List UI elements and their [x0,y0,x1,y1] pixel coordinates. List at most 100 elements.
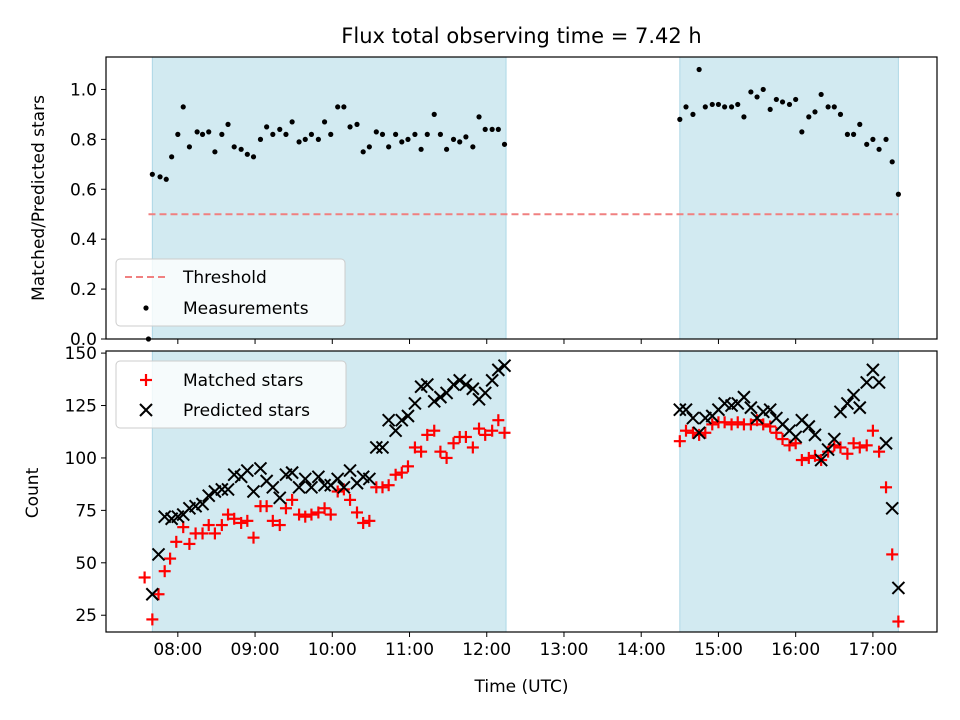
measurement-point [463,134,469,140]
measurement-point [793,96,799,103]
ratio-y-tick-label: 0.0 [70,330,97,350]
matched-star-point [808,449,821,462]
predicted-star-point [151,547,166,562]
measurement-point [360,149,366,155]
matched-star-point [408,441,421,454]
measurement-point [818,91,824,98]
measurement-point [677,116,683,122]
matched-star-point [202,519,215,532]
predicted-star-point [485,373,499,388]
measurement-point [399,139,405,145]
x-tick-label: 11:00 [385,640,434,660]
measurement-point [412,131,418,137]
matched-star-point [299,510,312,523]
matched-star-point [376,481,389,494]
matched-star-point [266,514,279,527]
predicted-star-point [808,428,822,442]
matched-star-point [401,460,414,473]
measurement-point [806,114,812,120]
measurement-point [728,104,735,110]
ratio-y-tick-label: 0.2 [70,280,97,300]
predicted-star-point [891,581,906,595]
predicted-star-point [317,478,332,492]
matched-star-point [312,506,325,519]
matched-star-point [152,588,165,601]
measurement-point [277,126,283,132]
measurement-point [379,131,386,137]
predicted-star-point [285,465,299,480]
measurement-point [457,139,463,145]
predicted-star-point [833,405,848,419]
measurement-point [238,146,244,152]
measurement-point [341,104,347,110]
measurement-point [250,154,257,160]
count-y-tick-label: 75 [75,501,97,521]
matched-star-point [183,537,196,550]
predicted-star-point [253,461,268,476]
predicted-star-point [840,396,855,411]
predicted-star-point [292,480,306,495]
ratio-panel-frame [105,56,938,340]
predicted-star-point [866,363,880,377]
measurement-point [418,146,424,152]
measurement-point [799,129,805,135]
predicted-star-point [369,440,384,455]
matched-star-point [492,414,505,427]
measurement-point [194,129,200,135]
matched-star-point [866,424,879,437]
matched-star-point [718,416,731,429]
matched-star-point [260,500,273,513]
count-legend: Matched stars Predicted stars [115,360,347,429]
measurement-point [264,124,270,130]
matched-star-point [699,426,712,439]
measurement-point [225,121,231,127]
matched-star-point [834,441,847,454]
measurement-point [386,144,392,150]
ratio-y-tick-label: 0.4 [70,230,97,250]
measurement-point [206,129,212,135]
measurement-point [889,159,895,165]
matched-star-point [440,451,453,464]
matched-star-point [486,424,499,437]
predicted-star-point [362,472,377,486]
predicted-star-point [853,400,867,415]
measurement-point [831,104,837,110]
x-tick-label: 14:00 [617,640,666,660]
measurement-point [163,176,169,182]
measurement-point [748,89,754,95]
measurement-point [495,126,501,132]
predicted-star-point [737,390,751,404]
matched-star-point [473,422,486,435]
predicted-star-point [298,472,312,486]
matched-star-point [415,445,428,458]
matched-star-point [770,426,783,439]
matched-star-point [228,512,241,525]
measurement-point [883,136,889,142]
measurement-point [696,66,702,73]
predicted-star-point [195,497,210,511]
matched-star-point [725,418,738,431]
predicted-star-point [427,394,441,409]
measurement-point [180,104,186,110]
predicted-star-point [266,480,280,495]
matched-star-point [146,613,159,626]
predicted-star-point [439,386,454,400]
measurement-point [812,109,818,115]
matched-star-point [853,441,866,454]
predicted-star-point [221,482,235,497]
measurement-point [735,101,741,108]
measurement-point [283,131,289,137]
ratio-y-tick-label: 0.6 [70,180,97,200]
predicted-star-point [686,411,700,425]
predicted-star-point [375,440,390,455]
predicted-star-point [343,463,357,478]
measurement-point [844,131,851,137]
measurement-point [857,121,863,127]
measurement-point [870,136,876,142]
measurement-point [876,146,882,152]
predicted-star-point [814,453,828,467]
matched-star-point [279,502,292,515]
predicted-star-point [885,501,899,515]
matched-star-point [764,420,777,433]
